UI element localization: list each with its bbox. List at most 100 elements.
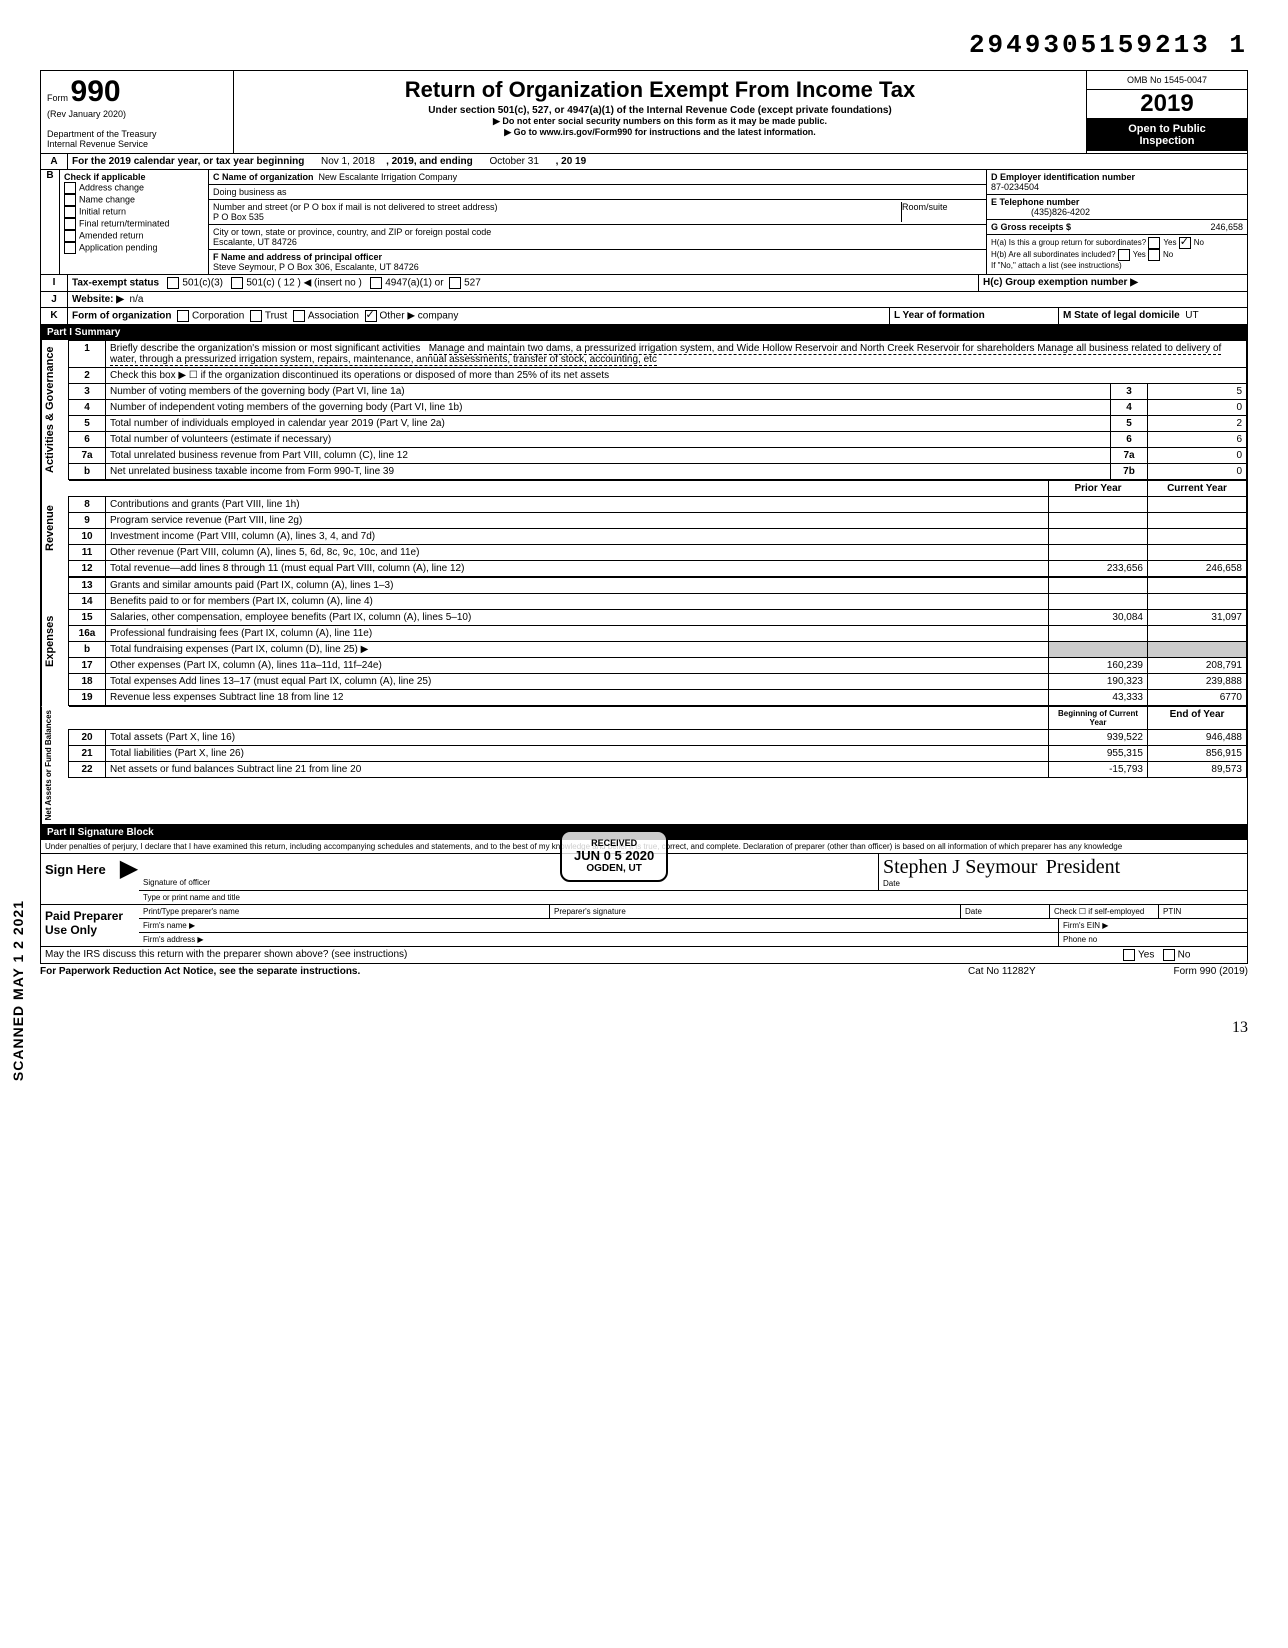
hb-no[interactable] <box>1148 249 1160 261</box>
prior-value: 43,333 <box>1049 690 1148 706</box>
firm-address-label: Firm's address ▶ <box>139 933 1059 946</box>
state-domicile-label: M State of legal domicile <box>1063 310 1180 321</box>
line-no: 21 <box>69 746 106 762</box>
side-revenue: Revenue <box>41 480 68 577</box>
line-text: Professional fundraising fees (Part IX, … <box>106 626 1049 642</box>
address-value: P O Box 535 <box>213 212 264 222</box>
cb-final-return[interactable]: Final return/terminated <box>64 218 204 230</box>
line-value: 0 <box>1148 400 1247 416</box>
tax-year-end-year: , 20 19 <box>556 156 587 167</box>
line-text: Other expenses (Part IX, column (A), lin… <box>106 658 1049 674</box>
yes-label: Yes <box>1138 950 1154 961</box>
cb-address-change[interactable]: Address change <box>64 182 204 194</box>
cb-other[interactable] <box>365 310 377 322</box>
tax-year-begin: Nov 1, 2018 <box>321 156 375 167</box>
ha-no[interactable] <box>1179 237 1191 249</box>
cb-application-pending[interactable]: Application pending <box>64 242 204 254</box>
box-no: 5 <box>1111 416 1148 432</box>
prior-value: 190,323 <box>1049 674 1148 690</box>
cb-initial-return[interactable]: Initial return <box>64 206 204 218</box>
cb-amended-return[interactable]: Amended return <box>64 230 204 242</box>
line-no: 20 <box>69 730 106 746</box>
current-value: 89,573 <box>1148 762 1247 778</box>
line-k: K Form of organization Corporation Trust… <box>40 308 1248 325</box>
prior-value <box>1049 578 1148 594</box>
type-name-label: Type or print name and title <box>139 891 1247 904</box>
hb-label: H(b) Are all subordinates included? <box>991 250 1116 259</box>
current-value <box>1148 626 1247 642</box>
line-value: 2 <box>1148 416 1247 432</box>
cb-501c[interactable] <box>231 277 243 289</box>
website-value: n/a <box>130 294 144 305</box>
h-note: If "No," attach a list (see instructions… <box>991 261 1122 270</box>
line-no: 16a <box>69 626 106 642</box>
preparer-name-label: Print/Type preparer's name <box>139 905 550 918</box>
form-number: 990 <box>71 75 121 108</box>
line-no: 14 <box>69 594 106 610</box>
opt-other: Other ▶ <box>380 311 415 322</box>
line-no: 12 <box>69 561 106 577</box>
received-stamp: RECEIVED JUN 0 5 2020 OGDEN, UT <box>560 830 668 882</box>
paperwork-notice: For Paperwork Reduction Act Notice, see … <box>40 966 968 977</box>
box-no: 4 <box>1111 400 1148 416</box>
line-text: Total liabilities (Part X, line 26) <box>106 746 1049 762</box>
line-text: Other revenue (Part VIII, column (A), li… <box>106 545 1049 561</box>
sig-date-label: Date <box>883 879 1243 888</box>
line-no: 13 <box>69 578 106 594</box>
sig-title: President <box>1046 856 1120 878</box>
current-value: 946,488 <box>1148 730 1247 746</box>
firm-phone-label: Phone no <box>1059 933 1247 946</box>
open-public-1: Open to Public <box>1128 123 1206 135</box>
prior-value: -15,793 <box>1049 762 1148 778</box>
line-text: Number of voting members of the governin… <box>106 384 1111 400</box>
line-no: b <box>69 642 106 658</box>
line-text: Net unrelated business taxable income fr… <box>106 464 1111 480</box>
line-no: 15 <box>69 610 106 626</box>
cb-527[interactable] <box>449 277 461 289</box>
gross-receipts-label: G Gross receipts $ <box>991 222 1071 232</box>
ha-yes[interactable] <box>1148 237 1160 249</box>
line-no: 18 <box>69 674 106 690</box>
form-subtitle: Under section 501(c), 527, or 4947(a)(1)… <box>240 105 1080 116</box>
cb-name-change[interactable]: Name change <box>64 194 204 206</box>
col-prior-year: Prior Year <box>1049 481 1148 497</box>
side-governance: Activities & Governance <box>41 340 68 480</box>
opt-trust: Trust <box>265 311 287 322</box>
cb-4947[interactable] <box>370 277 382 289</box>
current-value: 208,791 <box>1148 658 1247 674</box>
dept-treasury: Department of the Treasury <box>47 129 157 139</box>
paid-preparer-label: Paid Preparer Use Only <box>41 905 139 946</box>
prior-value: 955,315 <box>1049 746 1148 762</box>
officer-label: F Name and address of principal officer <box>213 252 982 262</box>
tax-year: 2019 <box>1087 90 1247 119</box>
line-i: I Tax-exempt status 501(c)(3) 501(c) ( 1… <box>40 275 1248 292</box>
cb-association[interactable] <box>293 310 305 322</box>
box-no: 6 <box>1111 432 1148 448</box>
line-text: Total number of volunteers (estimate if … <box>106 432 1111 448</box>
sig-name: Stephen J Seymour <box>883 856 1037 878</box>
line-no: 6 <box>69 432 106 448</box>
discuss-yes[interactable] <box>1123 949 1135 961</box>
line-text: Total number of individuals employed in … <box>106 416 1111 432</box>
cb-trust[interactable] <box>250 310 262 322</box>
discuss-no[interactable] <box>1163 949 1175 961</box>
hb-yes[interactable] <box>1118 249 1130 261</box>
cb-corporation[interactable] <box>177 310 189 322</box>
line-a-mid: , 2019, and ending <box>386 156 473 167</box>
prior-value <box>1049 594 1148 610</box>
discuss-question: May the IRS discuss this return with the… <box>45 949 1123 961</box>
line-2-text: Check this box ▶ ☐ if the organization d… <box>106 368 1247 384</box>
line-text: Grants and similar amounts paid (Part IX… <box>106 578 1049 594</box>
cb-501c3[interactable] <box>167 277 179 289</box>
ssn-warning: ▶ Do not enter social security numbers o… <box>240 116 1080 127</box>
box-no: 7b <box>1111 464 1148 480</box>
firm-name-label: Firm's name ▶ <box>139 919 1059 932</box>
cat-no: Cat No 11282Y <box>968 966 1108 977</box>
form-org-label: Form of organization <box>72 311 171 322</box>
prior-value: 160,239 <box>1049 658 1148 674</box>
line-no: 5 <box>69 416 106 432</box>
insert-no-suffix: ) ◀ (insert no ) <box>297 278 361 289</box>
line-no: 17 <box>69 658 106 674</box>
self-employed-label: Check ☐ if self-employed <box>1050 905 1159 918</box>
line-no: 11 <box>69 545 106 561</box>
